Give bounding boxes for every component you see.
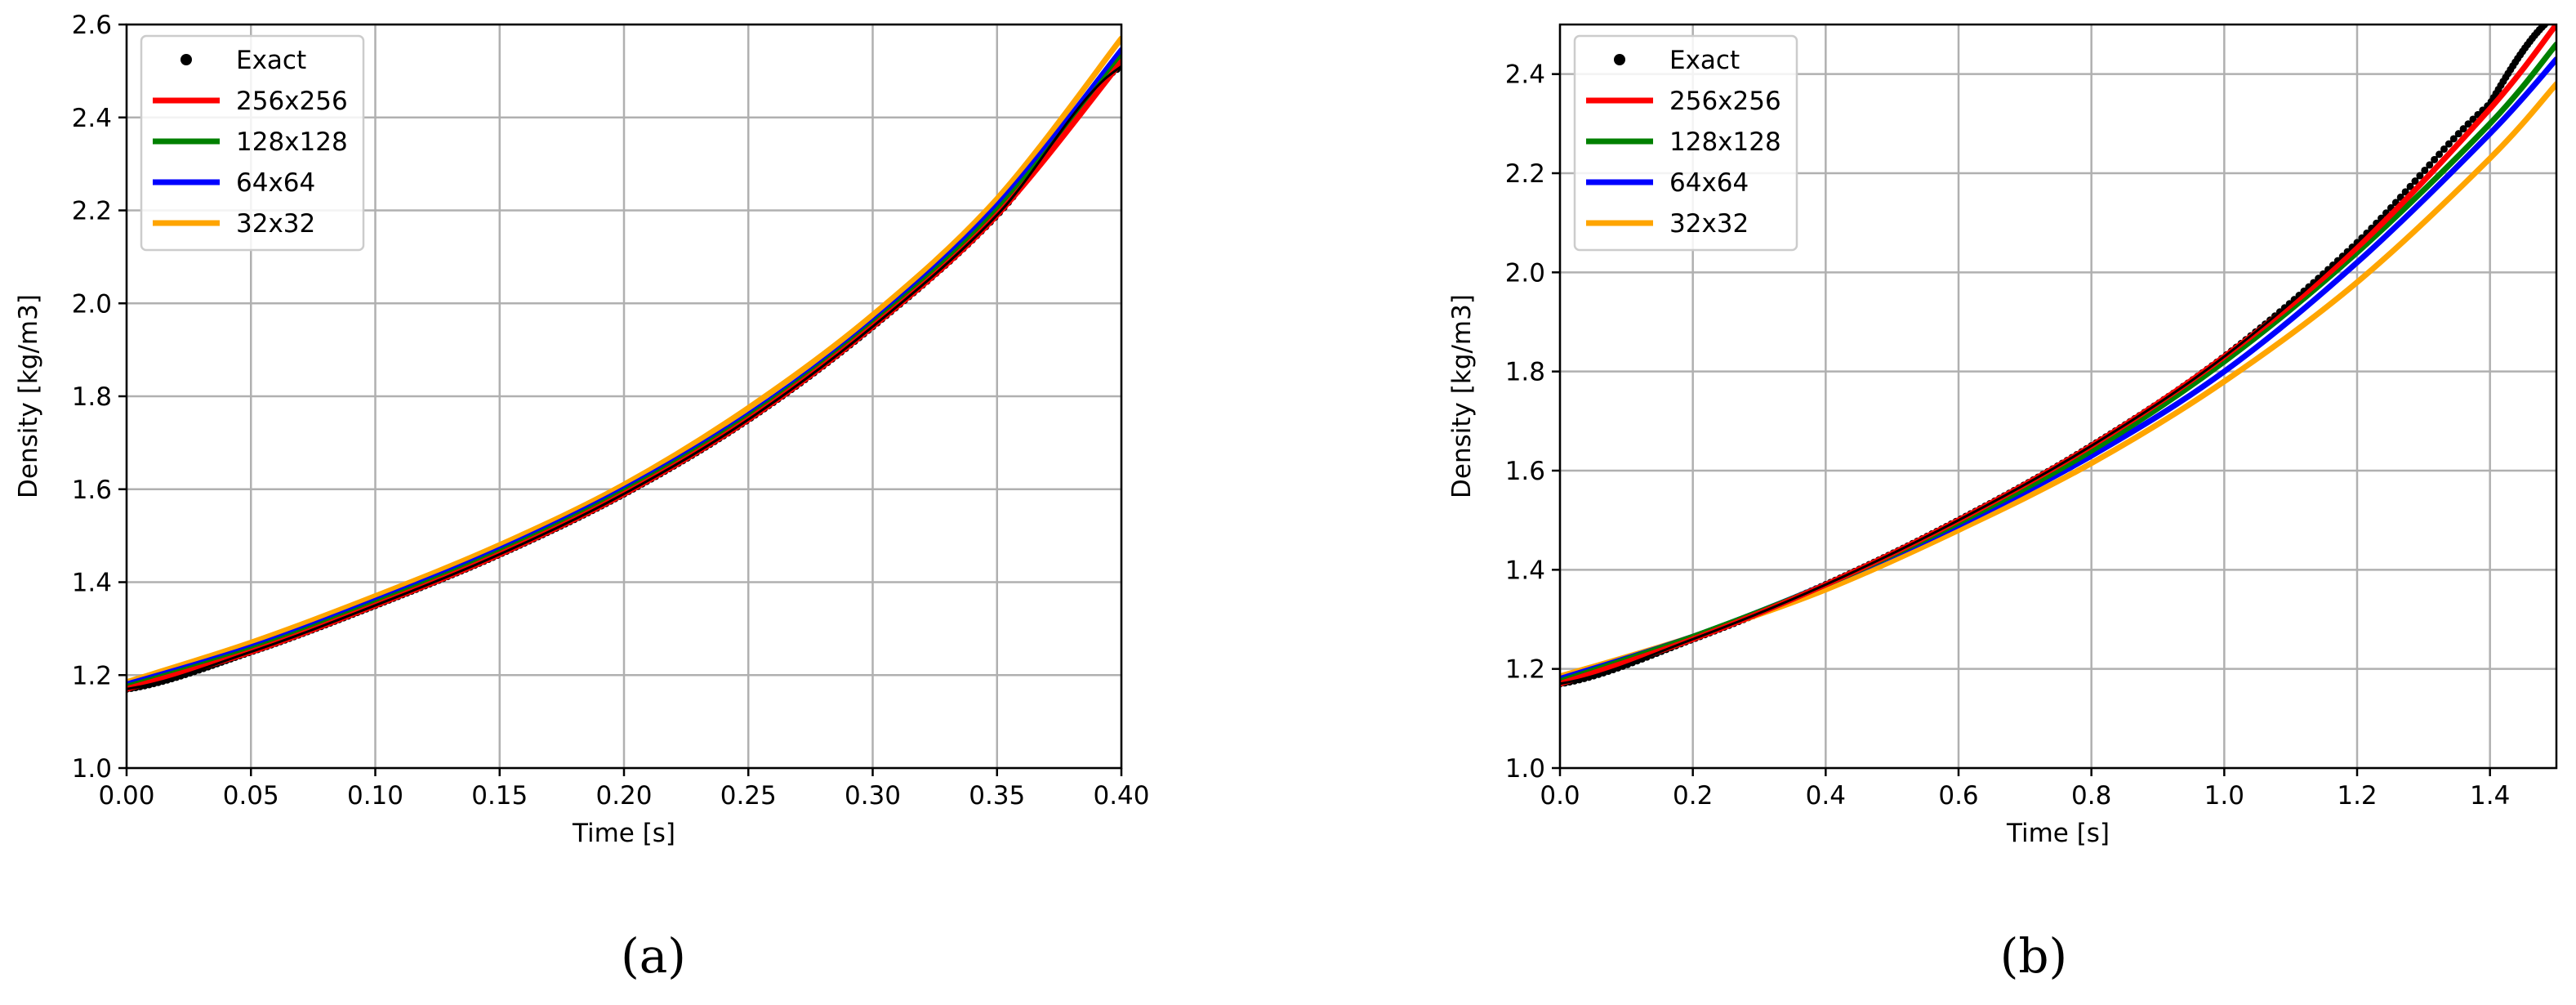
exact-point	[2546, 16, 2553, 24]
exact-series-line	[1560, 25, 2547, 686]
legend: Exact 256x256 128x128 64x64 32x32	[1573, 34, 1798, 252]
y-tick-label: 1.6	[72, 476, 112, 505]
x-tick-label: 0.4	[1806, 781, 1846, 811]
exact-point	[2553, 11, 2560, 18]
series-line-32x32	[127, 35, 1121, 686]
y-tick-label: 2.4	[72, 104, 112, 133]
x-tick-label: 0.25	[720, 781, 777, 811]
exact-point	[2548, 15, 2556, 22]
x-tick-label: 0.00	[98, 781, 154, 811]
x-tick-label: 0.35	[969, 781, 1025, 811]
y-tick-label: 1.0	[1505, 754, 1545, 784]
exact-series-line	[127, 65, 1121, 690]
series-group	[127, 35, 1121, 693]
legend-label: 64x64	[236, 168, 315, 198]
legend-label: 32x32	[1669, 209, 1749, 239]
panel-caption: (a)	[621, 928, 686, 984]
x-tick-label: 0.40	[1093, 781, 1149, 811]
y-tick-label: 2.2	[72, 197, 112, 226]
x-tick-label: 1.0	[2204, 781, 2244, 811]
series-group	[1560, 11, 2560, 688]
y-axis-label: Density [kg/m3]	[1447, 294, 1477, 498]
legend: Exact 256x256 128x128 64x64 32x32	[140, 34, 365, 252]
chart-panel-a: 0.00 0.05 0.10 0.15 0.20 0.25 0.30 0.35 0.40 1.0 1…	[14, 11, 1150, 984]
legend-marker-exact	[180, 54, 192, 65]
x-tick-label: 0.8	[2071, 781, 2111, 811]
legend-label: 256x256	[236, 87, 348, 116]
legend-label: 128x128	[236, 127, 348, 157]
y-tick-label: 2.0	[1505, 258, 1545, 288]
y-tick-label: 1.8	[1505, 358, 1545, 387]
x-tick-label: 0.2	[1673, 781, 1713, 811]
legend-label: 64x64	[1669, 168, 1749, 198]
legend-label: 128x128	[1669, 127, 1781, 157]
exact-point	[2551, 12, 2558, 20]
x-tick-label: 1.2	[2337, 781, 2377, 811]
x-axis-label: Time [s]	[572, 819, 675, 848]
x-axis-label: Time [s]	[2006, 819, 2110, 848]
y-tick-label: 1.4	[1505, 556, 1545, 585]
y-axis-label: Density [kg/m3]	[14, 294, 43, 498]
chart-panel-b: 0.0 0.2 0.4 0.6 0.8 1.0 1.2 1.4 1.0 1.2 1.4 1.6 1.8 2…	[1447, 11, 2560, 984]
y-tick-label: 2.6	[72, 11, 112, 40]
panel-caption: (b)	[2000, 928, 2067, 984]
y-tick-label: 2.2	[1505, 159, 1545, 189]
legend-label: Exact	[1669, 46, 1740, 75]
y-tick-label: 1.6	[1505, 457, 1545, 486]
y-tick-label: 1.0	[72, 754, 112, 784]
legend-label: Exact	[236, 46, 306, 75]
y-tick-label: 1.2	[72, 661, 112, 690]
x-tick-label: 0.05	[223, 781, 279, 811]
legend-box	[140, 34, 365, 252]
y-tick-label: 1.4	[72, 569, 112, 598]
legend-label: 32x32	[236, 209, 315, 239]
legend-marker-exact	[1614, 54, 1625, 65]
x-tick-label: 1.4	[2470, 781, 2510, 811]
x-tick-label: 0.15	[471, 781, 528, 811]
x-tick-label: 0.10	[347, 781, 403, 811]
axes-frame	[1558, 23, 2558, 770]
x-tick-label: 0.0	[1540, 781, 1580, 811]
x-tick-label: 0.6	[1938, 781, 1978, 811]
x-tick-label: 0.30	[845, 781, 901, 811]
y-tick-label: 1.2	[1505, 655, 1545, 685]
x-tick-label: 0.20	[595, 781, 652, 811]
legend-label: 256x256	[1669, 87, 1781, 116]
y-tick-label: 1.8	[72, 382, 112, 412]
y-tick-label: 2.4	[1505, 60, 1545, 90]
y-tick-label: 2.0	[72, 289, 112, 319]
legend-box	[1573, 34, 1798, 252]
